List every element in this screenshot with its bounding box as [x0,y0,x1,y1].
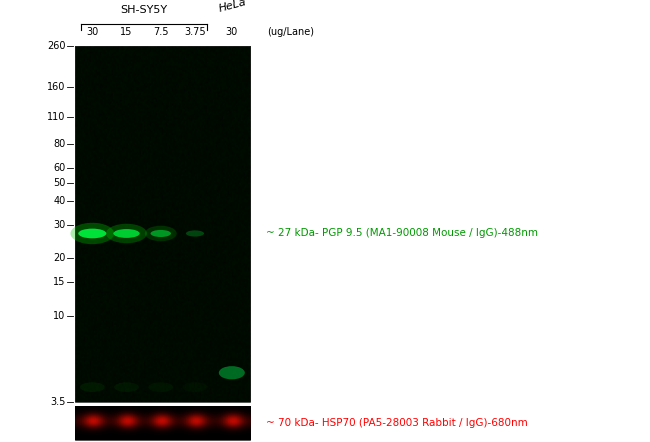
Text: SH-SY5Y: SH-SY5Y [120,4,167,15]
Text: HeLa: HeLa [218,0,248,14]
Bar [75,46,250,402]
Text: 20: 20 [53,253,66,263]
Text: 50: 50 [53,178,66,187]
Ellipse shape [219,366,245,379]
Ellipse shape [80,382,105,392]
Text: ~ 70 kDa- HSP70 (PA5-28003 Rabbit / IgG)-680nm: ~ 70 kDa- HSP70 (PA5-28003 Rabbit / IgG)… [266,418,528,428]
Text: 40: 40 [53,196,66,206]
Text: 160: 160 [47,81,66,91]
Text: 15: 15 [53,277,66,287]
Bar [75,407,250,440]
Text: 15: 15 [120,27,133,37]
Ellipse shape [113,229,140,238]
Text: 80: 80 [53,139,66,149]
Text: 110: 110 [47,112,66,122]
Text: 30: 30 [226,27,238,37]
Text: 30: 30 [86,27,98,37]
Ellipse shape [78,229,107,238]
Text: 7.5: 7.5 [153,27,168,37]
Text: 3.75: 3.75 [184,27,206,37]
Ellipse shape [114,382,139,392]
Text: 3.5: 3.5 [50,397,66,407]
Text: 30: 30 [53,220,66,230]
Text: (ug/Lane): (ug/Lane) [268,27,315,37]
Ellipse shape [183,382,207,392]
Ellipse shape [186,230,204,236]
Ellipse shape [145,226,177,241]
Text: ~ 27 kDa- PGP 9.5 (MA1-90008 Mouse / IgG)-488nm: ~ 27 kDa- PGP 9.5 (MA1-90008 Mouse / IgG… [266,229,538,239]
Text: 260: 260 [47,42,66,51]
Text: 10: 10 [53,311,66,320]
Text: 60: 60 [53,163,66,172]
Ellipse shape [148,382,173,392]
Ellipse shape [106,224,147,243]
Ellipse shape [151,230,171,237]
Ellipse shape [70,223,114,244]
